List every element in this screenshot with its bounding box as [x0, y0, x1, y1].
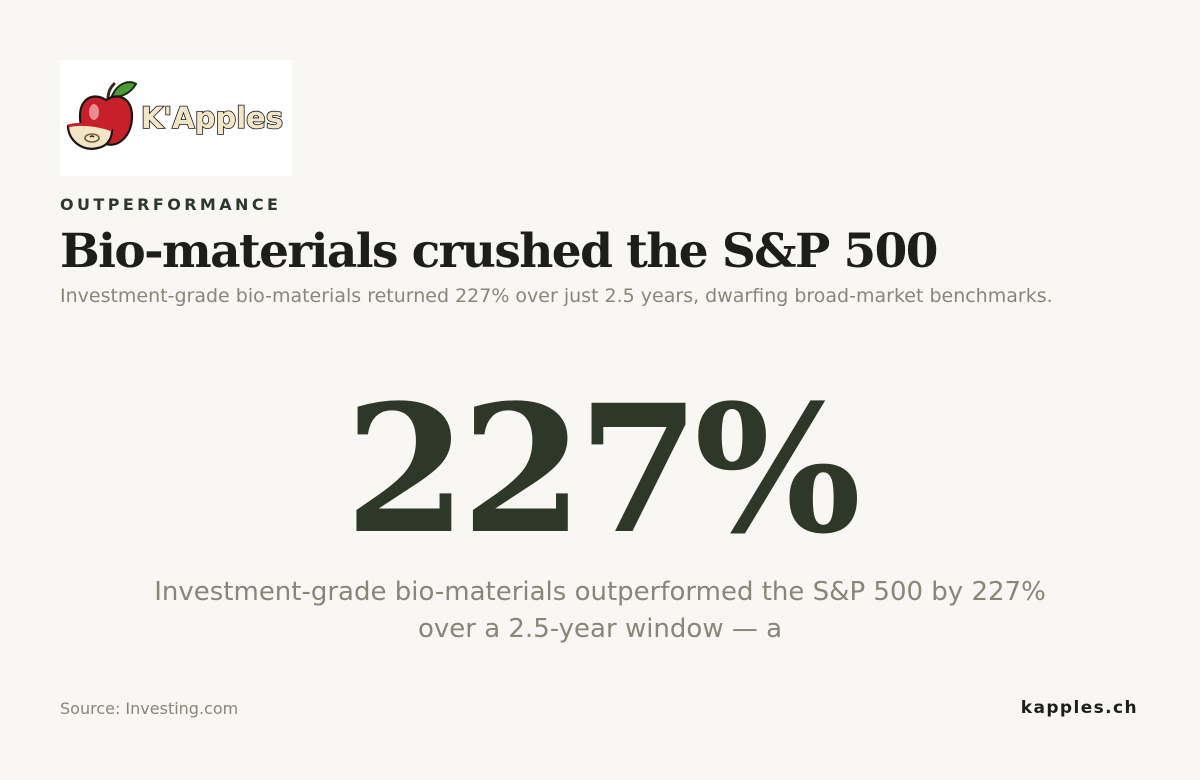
logo-wordmark: K'Apples	[141, 101, 283, 135]
source-credit: Source: Investing.com	[60, 699, 239, 718]
brand-logo: K'Apples	[60, 60, 292, 176]
apple-icon: K'Apples	[66, 81, 284, 150]
hero-stat-value: 227%	[344, 366, 862, 573]
site-url: kapples.ch	[1020, 698, 1138, 718]
section-eyebrow: OUTPERFORMANCE	[60, 195, 282, 214]
stat-caption: Investment-grade bio-materials outperfor…	[154, 577, 1046, 644]
page-title: Bio-materials crushed the S&P 500	[60, 224, 938, 279]
page-subtitle: Investment-grade bio-materials returned …	[60, 285, 1053, 307]
